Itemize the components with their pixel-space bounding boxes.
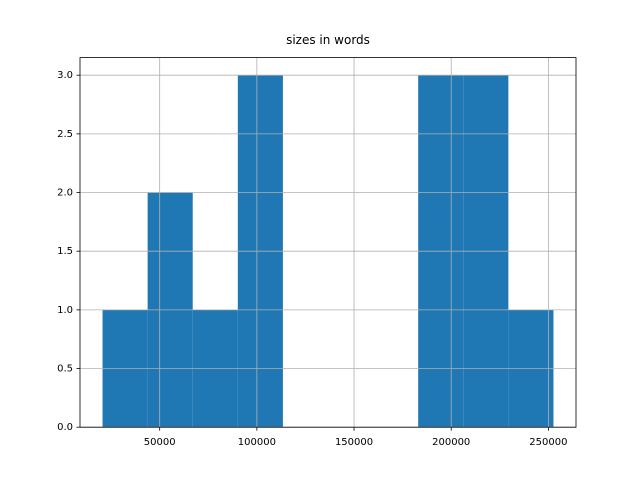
y-tick-label: 3.0 bbox=[57, 70, 73, 81]
x-tick-label: 150000 bbox=[335, 437, 373, 448]
y-tick-label: 2.5 bbox=[57, 129, 73, 140]
y-tick-label: 1.0 bbox=[57, 305, 73, 316]
y-tick-label: 2.0 bbox=[57, 188, 73, 199]
axes-frame bbox=[79, 57, 577, 428]
x-tick-label: 200000 bbox=[432, 437, 470, 448]
x-tick-label: 50000 bbox=[144, 437, 176, 448]
chart-title: sizes in words bbox=[286, 33, 370, 47]
y-tick-label: 1.5 bbox=[57, 246, 73, 257]
x-tick-label: 100000 bbox=[238, 437, 276, 448]
y-tick-label: 0.5 bbox=[57, 364, 73, 375]
y-tick-label: 0.0 bbox=[57, 422, 73, 433]
x-tick-label: 250000 bbox=[529, 437, 567, 448]
